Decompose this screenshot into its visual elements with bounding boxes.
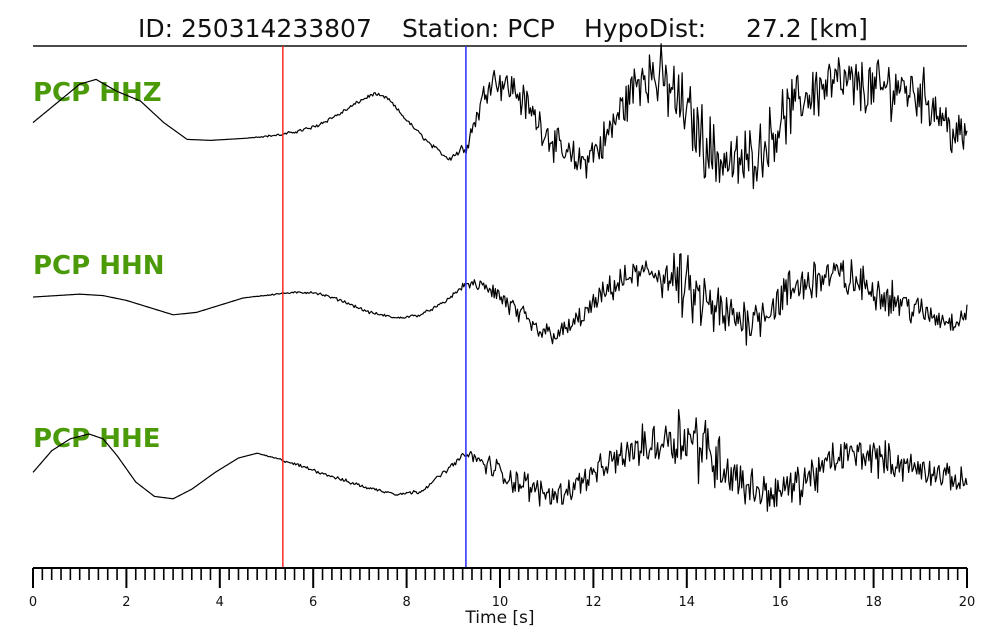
x-tick-label: 20 (959, 595, 976, 610)
waveform-trace-hhe (32, 409, 968, 512)
channel-label-hhe: PCP HHE (33, 424, 161, 454)
x-tick-label: 18 (865, 595, 882, 610)
x-tick-label: 8 (402, 595, 410, 610)
x-tick-label: 12 (585, 595, 602, 610)
x-axis-label: Time [s] (464, 608, 534, 628)
x-tick-label: 10 (492, 595, 509, 610)
x-tick-label: 6 (309, 595, 317, 610)
x-tick-label: 16 (772, 595, 789, 610)
waveform-trace-hhz (32, 43, 968, 190)
time-axis-ticks (32, 568, 968, 588)
x-tick-label: 14 (679, 595, 696, 610)
x-tick-label: 4 (216, 595, 224, 610)
x-tick-label: 2 (122, 595, 130, 610)
channel-label-hhz: PCP HHZ (33, 78, 162, 108)
station-title: Station: PCP (402, 14, 555, 43)
event-id-title: ID: 250314233807 (138, 14, 372, 43)
waveform-trace-hhn (32, 252, 968, 346)
channel-label-hhn: PCP HHN (33, 251, 165, 281)
time-axis-tick-labels: 0 2 4 6 8 10 12 14 16 18 20 (29, 595, 975, 610)
hypodist-title: HypoDist: 27.2 [km] (584, 14, 868, 43)
x-tick-label: 0 (29, 595, 37, 610)
